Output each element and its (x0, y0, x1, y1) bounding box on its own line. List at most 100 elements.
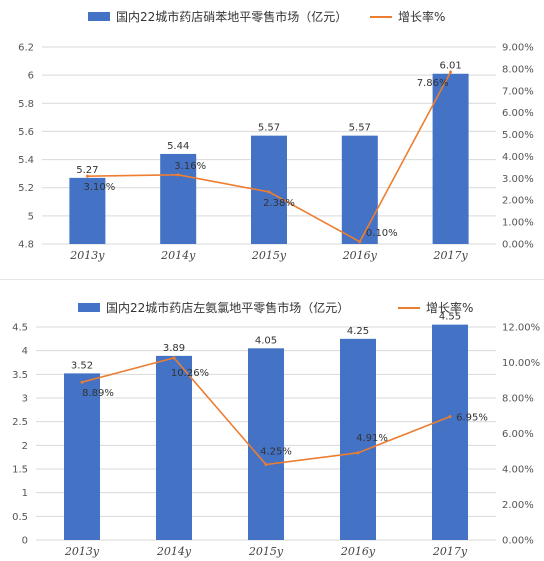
growth-value-label: 2.38% (263, 198, 295, 209)
bar (248, 348, 284, 540)
bar (340, 338, 376, 540)
bar (69, 177, 106, 244)
bar-value-label: 5.57 (349, 123, 371, 134)
y-tick-label: 0.5 (12, 512, 28, 523)
growth-point (448, 415, 452, 419)
y-tick-label: 6.2 (18, 43, 34, 54)
growth-value-label: 3.16% (174, 161, 206, 172)
legend-swatch-line (398, 306, 420, 309)
bar (341, 135, 378, 244)
x-tick-label: 2013y (64, 545, 100, 558)
bar-value-label: 5.44 (167, 141, 189, 152)
legend-label-bar: 国内22城市药店硝苯地平零售市场（亿元） (116, 10, 348, 24)
y2-tick-label: 12.00% (502, 323, 540, 334)
bar-value-label: 6.01 (439, 61, 461, 72)
legend-item-line: 增长率% (398, 299, 473, 316)
x-tick-label: 2016y (342, 249, 378, 262)
chart-nifedipine: 国内22城市药店硝苯地平零售市场（亿元） 增长率% 4.8 5 5.2 5.4 5.6 5… (0, 0, 544, 280)
y-tick-label: 3.5 (12, 370, 28, 381)
y2-tick-label: 8.00% (502, 64, 534, 75)
growth-point (85, 174, 89, 178)
x-tick-label: 2015y (248, 545, 284, 558)
bar-value-label: 3.52 (71, 360, 93, 371)
x-tick-label: 2017y (432, 249, 468, 262)
legend-swatch-bar (88, 12, 110, 21)
bar (64, 373, 100, 540)
legend-swatch-bar (78, 303, 100, 312)
growth-point (356, 451, 360, 455)
chart-plot: 4.8 5 5.2 5.4 5.6 5.8 6 6.2 0.00% 1.00% 2.00% 3.00%… (18, 43, 534, 263)
y-tick-label: 5 (28, 211, 34, 222)
growth-value-label: 6.95% (456, 413, 488, 424)
y-tick-label: 5.6 (18, 127, 34, 138)
x-tick-label: 2016y (340, 545, 376, 558)
y-tick-label: 5.8 (18, 99, 34, 110)
legend-item-bar: 国内22城市药店硝苯地平零售市场（亿元） (88, 8, 347, 25)
bar (156, 355, 192, 540)
legend-label-line: 增长率% (398, 10, 446, 24)
growth-point (358, 240, 362, 244)
y-tick-label: 3 (22, 394, 28, 405)
y2-tick-label: 7.00% (502, 86, 534, 97)
y2-tick-label: 6.00% (502, 429, 534, 440)
y2-tick-label: 5.00% (502, 130, 534, 141)
y-tick-label: 1.5 (12, 465, 28, 476)
x-tick-label: 2017y (432, 545, 468, 558)
chart-plot: 0 0.5 1 1.5 2 2.5 3 3.5 4 4.5 0.00% 2.00% 4.00% 6.00%… (12, 312, 540, 558)
growth-value-label: 3.10% (84, 182, 116, 193)
growth-point (267, 190, 271, 194)
y2-tick-label: 4.00% (502, 152, 534, 163)
bar-value-label: 4.55 (439, 312, 461, 323)
y2-tick-label: 2.00% (502, 196, 534, 207)
y-tick-label: 5.4 (18, 155, 34, 166)
legend: 国内22城市药店左氨氯地平零售市场（亿元） 增长率% (0, 299, 544, 317)
y2-tick-label: 3.00% (502, 174, 534, 185)
legend-item-bar: 国内22城市药店左氨氯地平零售市场（亿元） (78, 299, 349, 316)
y-tick-label: 4.8 (18, 240, 34, 251)
legend-swatch-line (370, 15, 392, 18)
growth-value-label: 10.26% (171, 368, 209, 379)
y2-tick-label: 8.00% (502, 394, 534, 405)
bar-value-label: 4.05 (255, 335, 277, 346)
y2-tick-label: 0.00% (502, 240, 534, 251)
y2-tick-label: 10.00% (502, 358, 540, 369)
growth-point (80, 380, 84, 384)
growth-value-label: 4.25% (260, 447, 292, 458)
y-tick-label: 2.5 (12, 417, 28, 428)
chart-levamlodipine: 国内22城市药店左氨氯地平零售市场（亿元） 增长率% 0 0.5 1 1.5 2 2.5 3… (0, 281, 544, 561)
growth-point (172, 356, 176, 360)
x-tick-label: 2014y (160, 249, 196, 262)
growth-point (264, 463, 268, 467)
y2-tick-label: 1.00% (502, 218, 534, 229)
bar (432, 324, 468, 540)
x-tick-label: 2015y (251, 249, 287, 262)
y2-tick-label: 9.00% (502, 43, 534, 54)
x-tick-label: 2013y (69, 249, 105, 262)
bar-value-label: 4.25 (347, 326, 369, 337)
y2-tick-label: 0.00% (502, 536, 534, 547)
legend-label-line: 增长率% (426, 301, 474, 315)
x-tick-label: 2014y (156, 545, 192, 558)
y-tick-label: 2 (22, 441, 28, 452)
bar (432, 73, 469, 244)
growth-point (449, 70, 453, 74)
growth-value-label: 7.86% (417, 78, 449, 89)
growth-value-label: 4.91% (356, 433, 388, 444)
growth-value-label: 0.10% (366, 228, 398, 239)
divider (0, 279, 544, 280)
y2-tick-label: 6.00% (502, 108, 534, 119)
legend: 国内22城市药店硝苯地平零售市场（亿元） 增长率% (0, 8, 544, 26)
growth-value-label: 8.89% (82, 388, 114, 399)
y-tick-label: 5.2 (18, 183, 34, 194)
bar-value-label: 5.27 (76, 165, 98, 176)
y-tick-label: 1 (22, 488, 28, 499)
growth-point (176, 173, 180, 177)
bar-value-label: 5.57 (258, 123, 280, 134)
y-tick-label: 4.5 (12, 323, 28, 334)
y2-tick-label: 2.00% (502, 500, 534, 511)
bar-value-label: 3.89 (163, 343, 185, 354)
y-tick-label: 6 (28, 71, 34, 82)
bar (160, 153, 197, 244)
y-tick-label: 0 (22, 536, 28, 547)
legend-label-bar: 国内22城市药店左氨氯地平零售市场（亿元） (106, 301, 350, 315)
